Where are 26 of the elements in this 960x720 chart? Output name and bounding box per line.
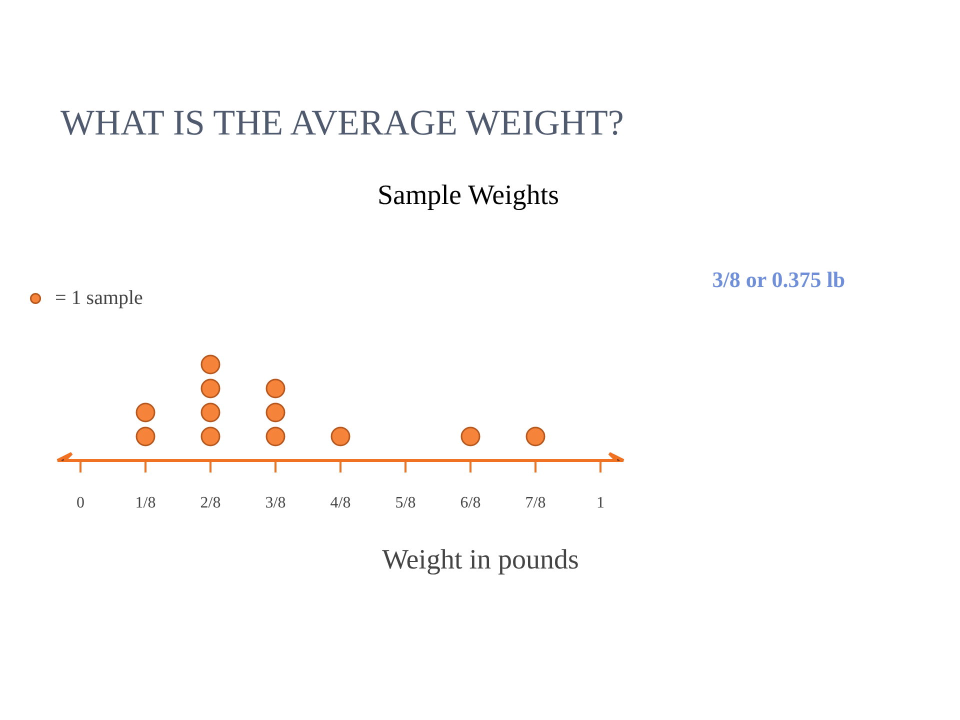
x-tick-label: 7/8 <box>525 494 546 512</box>
point <box>136 402 156 422</box>
x-tick-label: 5/8 <box>395 494 416 512</box>
x-tick-label: 4/8 <box>330 494 351 512</box>
point <box>330 426 350 446</box>
x-tick-label: 1 <box>596 494 604 512</box>
point <box>200 426 220 446</box>
point <box>200 354 220 374</box>
point <box>136 426 156 446</box>
x-tick-label: 3/8 <box>265 494 286 512</box>
point <box>200 378 220 398</box>
chart-title: WHAT IS THE AVERAGE WEIGHT? <box>60 102 624 142</box>
point <box>460 426 480 446</box>
point <box>266 426 286 446</box>
point <box>200 402 220 422</box>
point <box>266 402 286 422</box>
x-tick-label: 1/8 <box>135 494 156 512</box>
x-tick-label: 6/8 <box>460 494 481 512</box>
x-tick-label: 0 <box>76 494 84 512</box>
x-axis-title: Weight in pounds <box>382 544 579 576</box>
point <box>266 378 286 398</box>
x-tick-label: 2/8 <box>200 494 221 512</box>
point <box>526 426 546 446</box>
legend-label: = 1 sample <box>55 286 143 310</box>
chart-subtitle: Sample Weights <box>377 180 560 211</box>
text: 3/8 or 0.375 lb <box>712 267 846 292</box>
